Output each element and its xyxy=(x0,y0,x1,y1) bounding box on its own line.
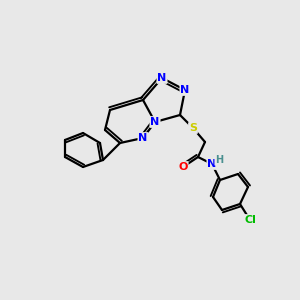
Text: N: N xyxy=(180,85,190,95)
Text: N: N xyxy=(207,159,217,169)
Text: H: H xyxy=(215,155,223,165)
Text: N: N xyxy=(138,133,148,143)
Text: O: O xyxy=(178,162,188,172)
Text: N: N xyxy=(158,73,166,83)
Text: Cl: Cl xyxy=(244,215,256,225)
Text: S: S xyxy=(189,123,197,133)
Text: N: N xyxy=(150,117,160,127)
